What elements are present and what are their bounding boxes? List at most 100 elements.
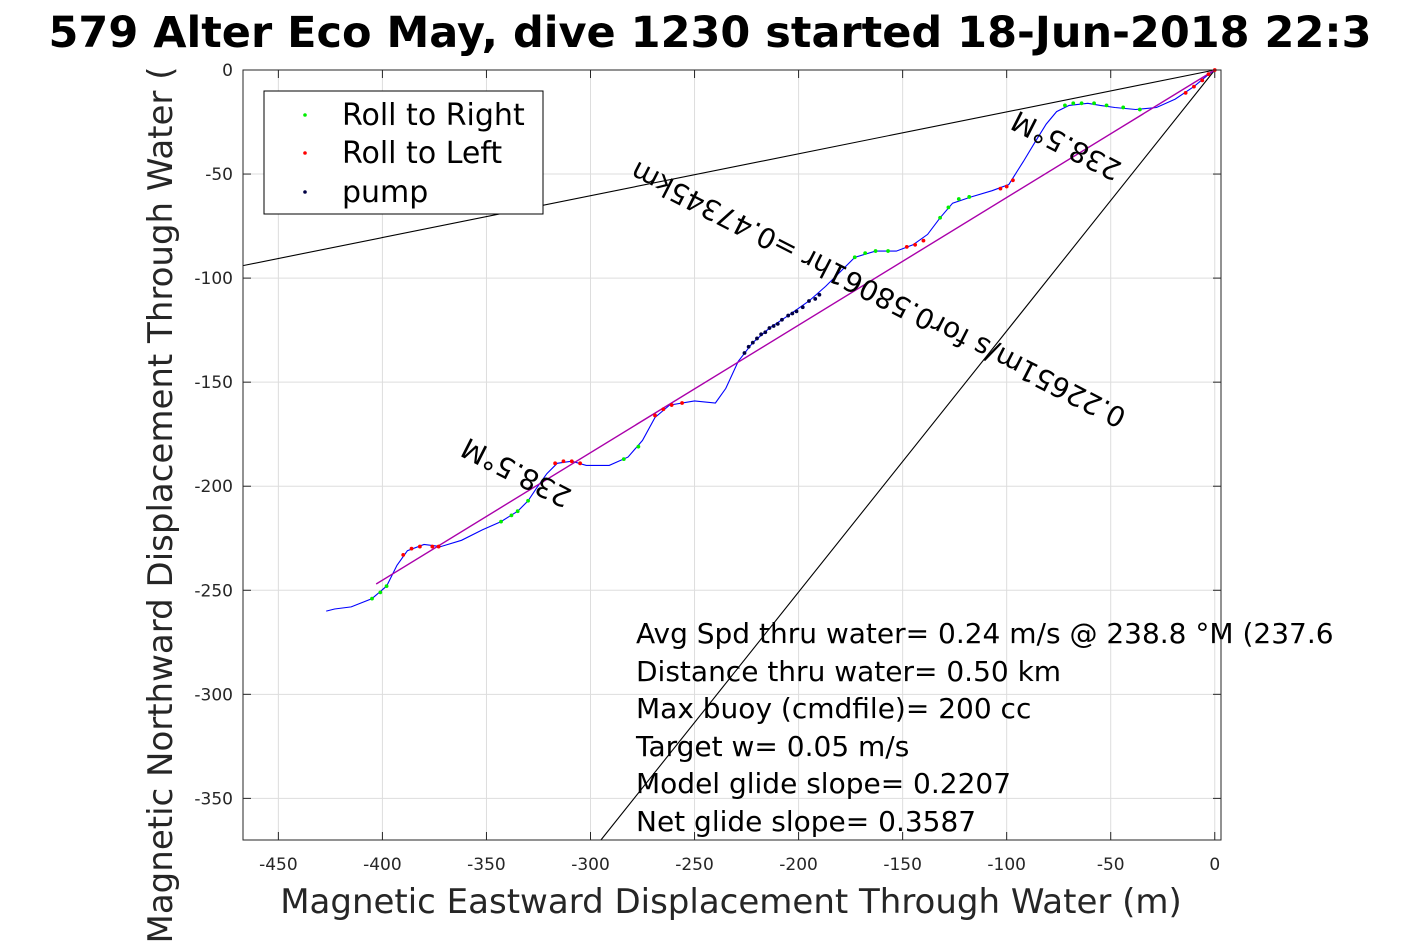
x-tick-label: -450 [259,855,298,875]
data-point [409,546,414,551]
data-point [817,292,822,297]
y-tick-label: -200 [194,477,233,497]
data-point [384,584,389,589]
net-glide-text: Net glide slope= 0.3587 [636,805,976,838]
reference-line [600,69,1216,841]
x-axis-label: Magnetic Eastward Displacement Through W… [280,882,1182,922]
y-tick-label: -50 [205,165,233,185]
data-point [786,313,791,318]
data-point [1200,78,1205,83]
data-point [653,413,657,418]
y-tick-label: -100 [194,269,233,289]
data-point [1011,178,1015,183]
data-point [800,305,805,310]
data-point [669,403,674,407]
y-tick-label: -350 [194,789,233,809]
x-tick-label: 0 [1209,855,1220,875]
data-point [553,461,558,466]
x-tick-label: -250 [675,855,714,875]
x-tick-labels: -450 -400 -350 -300 -250 -200 -150 -100 -50 0 [259,855,1220,875]
y-tick-label: -150 [194,373,233,393]
y-tick-label: -300 [194,685,233,705]
data-point [967,195,972,199]
data-point [746,344,751,349]
mean-heading-line [375,69,1216,585]
data-point [886,249,890,253]
data-point [569,459,574,464]
legend-marker-pump [303,190,307,194]
data-point [417,544,422,549]
max-buoy-text: Max buoy (cmdfile)= 200 cc [636,692,1031,725]
data-point [1071,101,1076,106]
data-point [1004,184,1009,189]
summary-text: Avg Spd thru water= 0.24 m/s @ 238.8 °M … [635,617,1334,838]
data-point [1104,103,1109,108]
data-point [863,251,868,256]
data-point [370,596,374,601]
data-point [621,457,626,462]
data-point [1183,90,1188,95]
data-point [873,249,878,253]
data-point [401,552,406,557]
x-tick-label: -100 [987,855,1026,875]
data-point [526,498,530,503]
data-point [913,242,918,247]
data-point [807,299,811,303]
data-point [775,321,780,326]
data-point [790,311,795,316]
data-point [813,297,818,301]
data-point [1092,101,1096,106]
data-point [759,332,764,337]
data-point [1121,105,1126,110]
series-roll-to-right [370,101,1142,601]
model-glide-text: Model glide slope= 0.2207 [636,767,1011,800]
y-tick-label: 0 [222,61,233,81]
data-point [578,461,582,466]
axes-box [242,69,1222,841]
x-tick-label: -200 [779,855,818,875]
data-point [763,330,768,335]
target-w-text: Target w= 0.05 m/s [635,730,909,763]
data-point [1137,107,1142,112]
data-point [680,401,684,405]
reference-line [242,69,1215,267]
data-point [938,215,942,220]
distance-text: Distance thru water= 0.50 km [636,655,1061,688]
chart-title: 579 Alter Eco May, dive 1230 started 18-… [48,8,1371,58]
data-point [436,544,441,549]
legend-marker-roll-left [303,151,307,155]
data-point [946,205,951,210]
data-point [755,336,759,341]
data-point [794,309,799,314]
data-point [561,459,566,464]
reference-lines [242,69,1216,841]
data-point [780,317,784,322]
data-point [1192,84,1196,89]
legend-box [263,90,544,215]
data-point [430,544,435,549]
x-tick-label: -50 [1097,855,1125,875]
x-tick-label: -300 [571,855,610,875]
data-point [956,197,961,201]
data-point [767,326,772,330]
data-point [515,509,520,514]
y-tick-label: -250 [194,581,233,601]
data-point [661,407,666,412]
data-point [852,255,857,260]
data-point [742,351,747,355]
legend: Roll to Right Roll to Left pump [263,90,544,215]
data-point [509,513,514,518]
data-point [771,324,776,328]
x-tick-label: -350 [467,855,506,875]
data-points [370,68,1217,601]
data-point [750,340,755,345]
data-point [1206,72,1211,77]
series-roll-to-left [401,68,1217,557]
axis-ticks [243,69,1221,840]
legend-label-roll-right: Roll to Right [342,98,525,133]
y-axis-label: Magnetic Northward Displacement Through … [141,67,181,944]
data-point [499,519,503,524]
legend-label-roll-left: Roll to Left [342,136,502,171]
data-point [1079,101,1084,106]
